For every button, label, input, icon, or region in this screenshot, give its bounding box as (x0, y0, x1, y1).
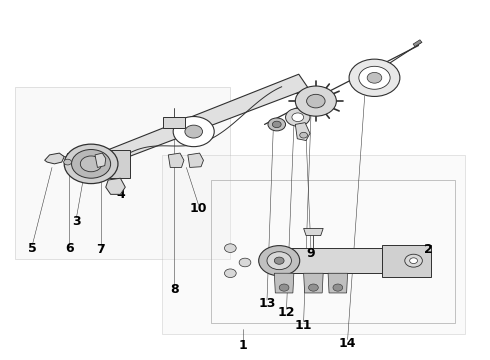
Circle shape (309, 284, 318, 291)
Circle shape (367, 72, 382, 83)
Circle shape (267, 252, 292, 270)
Polygon shape (413, 40, 422, 46)
Circle shape (72, 149, 111, 178)
Polygon shape (94, 149, 130, 178)
Text: 12: 12 (278, 306, 295, 319)
Polygon shape (15, 87, 230, 259)
Text: 11: 11 (295, 319, 313, 332)
Polygon shape (188, 153, 203, 167)
Polygon shape (106, 178, 125, 194)
Text: 8: 8 (170, 283, 178, 296)
Polygon shape (95, 153, 106, 167)
Polygon shape (304, 228, 323, 235)
Polygon shape (168, 153, 184, 167)
Circle shape (300, 132, 308, 138)
Polygon shape (382, 244, 431, 277)
Text: 6: 6 (65, 242, 74, 255)
Circle shape (173, 117, 214, 147)
Circle shape (224, 244, 236, 252)
Polygon shape (86, 74, 309, 173)
Circle shape (286, 108, 310, 126)
Circle shape (292, 113, 304, 122)
Polygon shape (295, 123, 310, 140)
Text: 4: 4 (116, 188, 125, 201)
Text: 3: 3 (72, 215, 81, 228)
Polygon shape (163, 117, 185, 128)
Circle shape (259, 246, 300, 276)
Circle shape (333, 284, 343, 291)
Circle shape (224, 269, 236, 278)
Circle shape (307, 94, 325, 108)
Circle shape (239, 258, 251, 267)
Text: 5: 5 (28, 242, 37, 255)
Circle shape (295, 86, 336, 116)
Polygon shape (45, 153, 64, 164)
Circle shape (405, 254, 422, 267)
Circle shape (80, 156, 102, 172)
Text: 1: 1 (238, 339, 247, 352)
Circle shape (359, 66, 390, 89)
Circle shape (349, 59, 400, 96)
Circle shape (268, 118, 286, 131)
Text: 2: 2 (424, 243, 433, 256)
Circle shape (279, 284, 289, 291)
Text: 9: 9 (307, 247, 315, 260)
Circle shape (185, 125, 202, 138)
Text: 10: 10 (190, 202, 207, 215)
Circle shape (274, 257, 284, 264)
Circle shape (64, 144, 118, 184)
Polygon shape (304, 273, 323, 293)
Polygon shape (328, 273, 347, 293)
Polygon shape (274, 248, 382, 273)
Polygon shape (274, 273, 294, 293)
Text: 7: 7 (97, 243, 105, 256)
Circle shape (272, 121, 281, 128)
Circle shape (64, 159, 72, 165)
Polygon shape (162, 155, 465, 334)
Text: 13: 13 (258, 297, 276, 310)
Circle shape (410, 258, 417, 264)
Text: 14: 14 (339, 337, 356, 350)
